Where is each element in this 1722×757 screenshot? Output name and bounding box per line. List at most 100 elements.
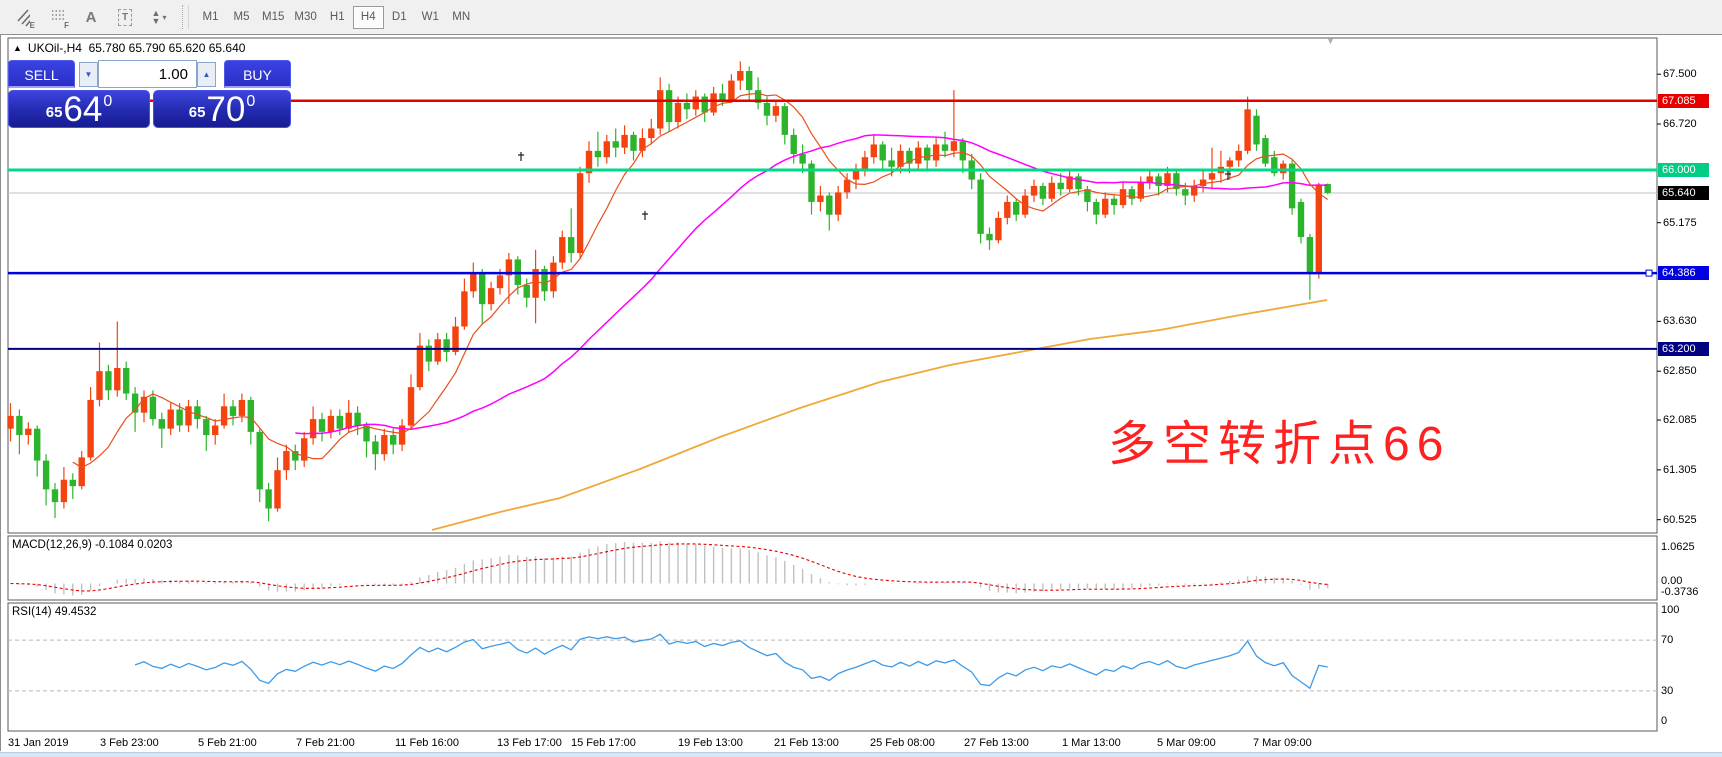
buy-price-display[interactable]: 65 70 0 (153, 90, 291, 128)
timeframe-button-d1[interactable]: D1 (384, 6, 415, 29)
symbol-label: UKOil-,H4 (27, 41, 82, 55)
timeframe-button-m30[interactable]: M30 (289, 6, 321, 29)
fibonacci-retracement-tool[interactable]: F (44, 4, 70, 30)
candle-body (51, 489, 59, 503)
chart-shift-marker-icon[interactable]: ▼ (1326, 36, 1335, 46)
candle-body (977, 179, 984, 234)
cross-marker-icon[interactable] (518, 152, 524, 161)
candle-body (692, 96, 699, 110)
candle-body (612, 141, 619, 148)
time-axis-label: 25 Feb 08:00 (870, 737, 935, 749)
buy-price-main: 70 (206, 90, 246, 129)
text-box-tool[interactable]: T (112, 4, 138, 30)
cross-marker-icon[interactable] (1225, 171, 1231, 180)
candle-body (345, 412, 352, 429)
timeframe-bar: M1 M5 M15 M30 H1 H4 D1 W1 MN (195, 5, 477, 29)
cross-marker-icon[interactable] (642, 211, 648, 220)
candle-body (1244, 109, 1251, 151)
ma-long-line (431, 299, 1328, 531)
text-label-icon: A (85, 8, 97, 26)
candle-body (1208, 173, 1216, 180)
price-badge-66.000: 66.000 (1658, 163, 1709, 177)
candle-body (719, 93, 726, 100)
candle-body (950, 141, 958, 151)
candle-body (683, 102, 691, 110)
candle-body (568, 237, 575, 254)
candle-body (906, 150, 913, 164)
timeframe-button-w1[interactable]: W1 (415, 6, 446, 29)
candle-body (487, 288, 495, 305)
price-axis-label: 61.305 (1663, 463, 1697, 476)
candle-body (932, 144, 940, 161)
chart-window[interactable] (0, 35, 1722, 752)
time-axis-label: 15 Feb 17:00 (571, 737, 636, 749)
candle-body (1119, 189, 1127, 206)
timeframe-button-mn[interactable]: MN (446, 6, 477, 29)
sell-price-display[interactable]: 65 64 0 (8, 90, 150, 128)
time-axis-label: 7 Mar 09:00 (1253, 737, 1312, 749)
toolbar-separator (182, 5, 189, 29)
volume-input[interactable] (98, 60, 197, 88)
candle-body (541, 268, 548, 292)
time-axis-label: 1 Mar 13:00 (1062, 737, 1121, 749)
candle-body (185, 406, 192, 426)
text-label-tool[interactable]: A (78, 4, 104, 30)
timeframe-button-m1[interactable]: M1 (195, 6, 226, 29)
candle-body (781, 106, 788, 135)
pane-border (7, 37, 1658, 534)
candle-body (1288, 163, 1296, 209)
toolbar: E F A T ▲ ▼ ▾ M1 M5 M15 M30 H1 H4 D1 W1 MN (0, 0, 1722, 35)
candle-body (674, 102, 682, 123)
equidistant-channel-tool[interactable]: E (10, 4, 36, 30)
candle-body (309, 419, 317, 439)
time-axis-label: 5 Mar 09:00 (1157, 737, 1216, 749)
candle-body (1048, 182, 1055, 199)
candle-body (470, 272, 477, 292)
candle-body (585, 150, 593, 174)
time-axis-label: 7 Feb 21:00 (296, 737, 355, 749)
volume-decrease-button[interactable]: ▼ (79, 62, 98, 87)
candle-body (763, 102, 771, 116)
candle-body (870, 144, 877, 158)
candle-body (363, 425, 370, 442)
candle-body (96, 371, 103, 400)
candle-body (1039, 185, 1047, 199)
timeframe-button-h1[interactable]: H1 (322, 6, 353, 29)
candle-body (7, 415, 14, 429)
candle-body (746, 71, 753, 91)
candle-body (220, 406, 228, 426)
candle-body (1324, 184, 1331, 193)
candle-body (772, 106, 780, 116)
time-axis-label: 3 Feb 23:00 (100, 737, 159, 749)
volume-increase-button[interactable]: ▲ (197, 62, 216, 87)
candle-body (1013, 201, 1020, 215)
candle-body (1297, 201, 1305, 238)
candle-body (665, 90, 673, 123)
timeframe-button-m15[interactable]: M15 (257, 6, 289, 29)
bottom-scrollbar[interactable] (0, 752, 1722, 757)
candle-body (648, 128, 655, 139)
candle-body (1191, 185, 1198, 196)
timeframe-button-m5[interactable]: M5 (226, 6, 257, 29)
sell-button[interactable]: SELL (8, 60, 75, 88)
indicator-axis-label: 30 (1661, 685, 1674, 697)
candle-body (915, 147, 922, 164)
candle-body (1030, 185, 1038, 196)
rsi-line (134, 633, 1328, 690)
hline-handle[interactable] (1645, 269, 1653, 277)
price-badge-64.386: 64.386 (1658, 266, 1709, 281)
candle-body (372, 441, 379, 455)
pane-border (7, 535, 1658, 601)
sell-price-sup: 0 (103, 93, 113, 110)
buy-button[interactable]: BUY (224, 60, 291, 88)
arrows-tool[interactable]: ▲ ▼ ▾ (146, 4, 172, 30)
price-axis-label: 60.525 (1663, 513, 1697, 526)
price-axis-label: 66.720 (1663, 118, 1697, 130)
indicator-axis-label: 0.00 (1661, 575, 1683, 587)
ohlc-values: 65.780 65.790 65.620 65.640 (88, 41, 246, 55)
candle-body (354, 412, 361, 426)
timeframe-button-h4[interactable]: H4 (352, 5, 384, 29)
candle-body (639, 138, 646, 151)
